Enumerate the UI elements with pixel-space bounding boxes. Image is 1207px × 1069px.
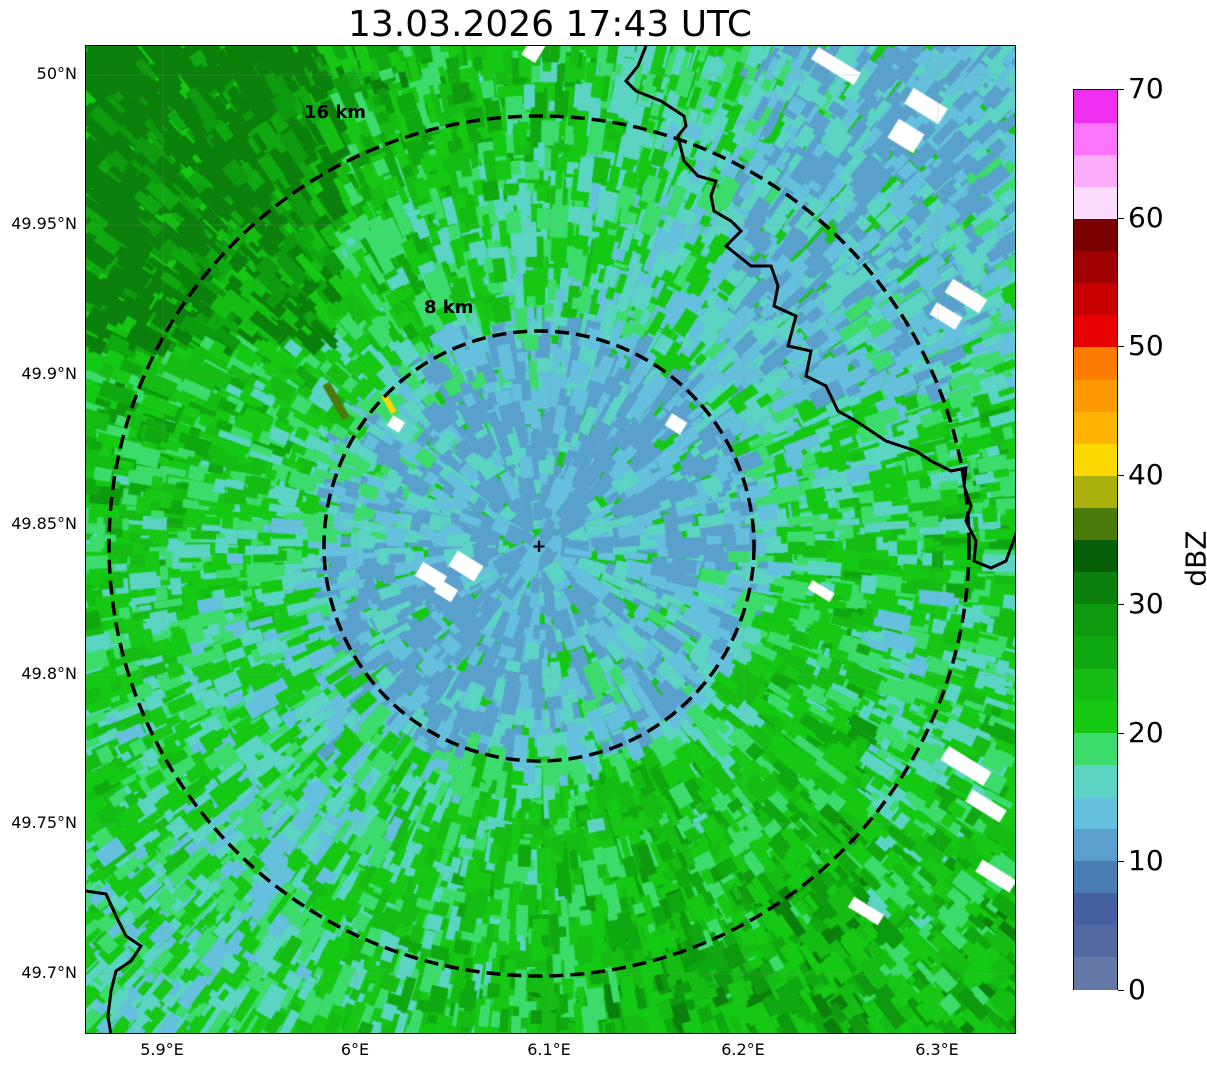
colorbar-segment xyxy=(1074,828,1117,862)
colorbar-tickmark xyxy=(1118,346,1124,348)
colorbar-tickmark xyxy=(1118,475,1124,477)
colorbar-segment xyxy=(1074,186,1117,220)
colorbar-tick-label: 0 xyxy=(1128,973,1146,1006)
colorbar-segment xyxy=(1074,635,1117,669)
lat-tick-label: 49.95°N xyxy=(11,214,77,233)
colorbar-segment xyxy=(1074,411,1117,444)
colorbar xyxy=(1073,89,1118,990)
colorbar-segment xyxy=(1074,603,1117,637)
colorbar-segment xyxy=(1074,796,1117,830)
colorbar-segment xyxy=(1074,346,1117,380)
colorbar-segment xyxy=(1074,122,1117,155)
map-title: 13.03.2026 17:43 UTC xyxy=(347,4,753,45)
colorbar-tick-label: 30 xyxy=(1128,586,1164,620)
ring-label-16km: 16 km xyxy=(304,102,366,123)
colorbar-segment xyxy=(1074,314,1117,348)
range-ring xyxy=(107,114,971,978)
lat-tick-label: 49.9°N xyxy=(21,364,77,383)
colorbar-tick-label: 10 xyxy=(1128,844,1164,878)
colorbar-segment xyxy=(1074,378,1117,412)
lon-tick-label: 6.3°E xyxy=(915,1040,959,1059)
lon-tick-label: 6.2°E xyxy=(721,1040,765,1059)
ring-label-8km: 8 km xyxy=(424,297,474,318)
colorbar-tick-label: 20 xyxy=(1128,715,1164,749)
colorbar-segment xyxy=(1074,250,1117,284)
colorbar-segment xyxy=(1074,667,1117,701)
lon-tick-label: 5.9°E xyxy=(140,1040,184,1059)
colorbar-tick-label: 40 xyxy=(1128,458,1164,492)
colorbar-tickmark xyxy=(1118,89,1124,90)
range-rings xyxy=(107,114,971,978)
border-line-east xyxy=(623,46,1015,570)
radar-map[interactable]: 8 km 16 km + xyxy=(85,45,1016,1034)
colorbar-segment xyxy=(1074,764,1117,797)
colorbar-tickmark xyxy=(1118,603,1124,605)
lon-tick-label: 6°E xyxy=(340,1040,370,1059)
range-ring xyxy=(322,329,756,763)
colorbar-segment xyxy=(1074,860,1117,894)
colorbar-segment xyxy=(1074,443,1117,476)
colorbar-segment xyxy=(1074,507,1117,541)
colorbar-tickmark xyxy=(1118,217,1124,219)
colorbar-segment xyxy=(1074,154,1117,187)
map-overlay: 8 km 16 km + xyxy=(86,46,1015,1033)
colorbar-segment xyxy=(1074,539,1117,573)
colorbar-label: dBZ xyxy=(1179,530,1207,587)
lat-tick-label: 49.85°N xyxy=(11,514,77,533)
colorbar-segment xyxy=(1074,218,1117,252)
colorbar-tickmark xyxy=(1118,861,1124,863)
reflectivity-field xyxy=(86,46,1015,1033)
colorbar-segment xyxy=(1074,924,1117,958)
colorbar-tick-label: 50 xyxy=(1128,329,1164,363)
colorbar-segment xyxy=(1074,475,1117,508)
graticule xyxy=(86,46,1015,1033)
lat-tick-label: 49.8°N xyxy=(21,664,77,683)
radar-site-marker: + xyxy=(531,536,546,557)
lon-tick-label: 6.1°E xyxy=(527,1040,571,1059)
lat-tick-label: 49.75°N xyxy=(11,813,77,832)
colorbar-tick-label: 60 xyxy=(1128,200,1164,234)
colorbar-tickmark xyxy=(1118,990,1124,991)
colorbar-segment xyxy=(1074,90,1117,123)
colorbar-tickmark xyxy=(1118,732,1124,734)
colorbar-segment xyxy=(1074,892,1117,926)
colorbar-segment xyxy=(1074,282,1117,316)
colorbar-segment xyxy=(1074,700,1117,733)
border-line-southwest xyxy=(86,889,144,1033)
lat-tick-label: 50°N xyxy=(36,64,77,83)
lat-tick-label: 49.7°N xyxy=(21,963,77,982)
colorbar-tick-label: 70 xyxy=(1128,72,1164,105)
colorbar-segment xyxy=(1074,956,1117,990)
colorbar-segment xyxy=(1074,732,1117,765)
colorbar-segment xyxy=(1074,571,1117,605)
